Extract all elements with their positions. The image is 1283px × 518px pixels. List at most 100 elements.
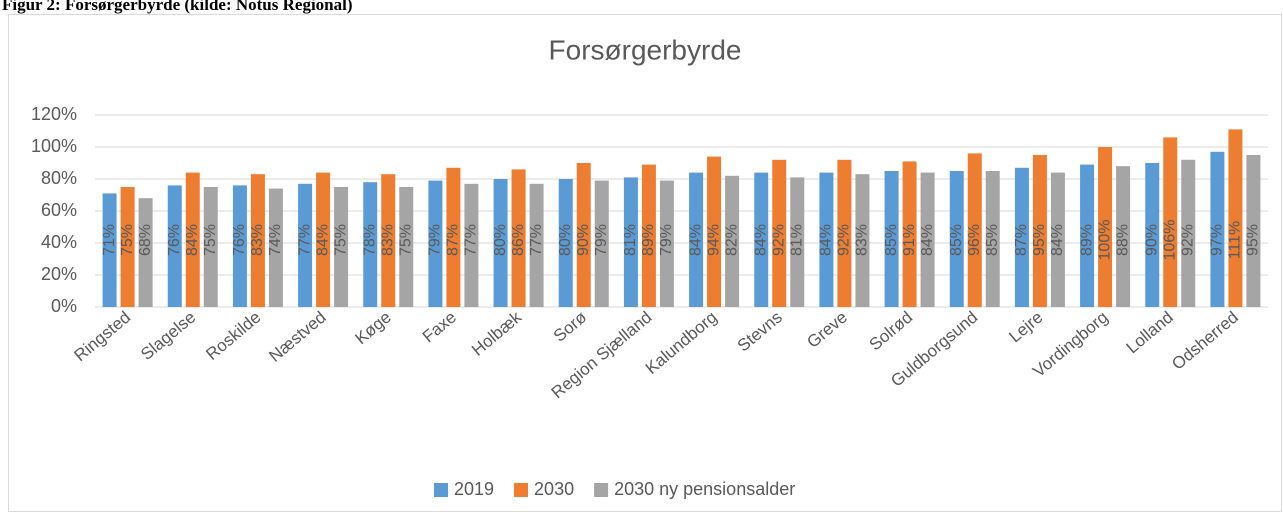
bar (167, 185, 182, 307)
data-label: 79% (658, 224, 675, 256)
bar (1246, 155, 1261, 307)
bar (1098, 147, 1113, 307)
data-label: 87% (1013, 224, 1030, 256)
bar (428, 180, 443, 307)
bar (120, 187, 135, 307)
bar (363, 182, 378, 307)
legend-label: 2030 ny pensionsalder (614, 479, 795, 499)
bar (102, 193, 117, 307)
bar (790, 177, 805, 307)
bar (949, 171, 964, 307)
bar (1228, 129, 1243, 307)
bar (1032, 155, 1047, 307)
y-tick-label: 0% (51, 296, 77, 316)
data-label: 75% (202, 224, 219, 256)
data-label: 77% (528, 224, 545, 256)
y-tick-label: 40% (41, 232, 77, 252)
bar (1163, 137, 1178, 307)
data-label: 81% (788, 224, 805, 256)
bar (754, 172, 769, 307)
chart-title: Forsørgerbyrde (549, 34, 742, 65)
data-label: 106% (1161, 220, 1178, 261)
bar (1116, 166, 1131, 307)
bar (232, 185, 247, 307)
data-label: 95% (1031, 224, 1048, 256)
data-label: 84% (1049, 224, 1066, 256)
data-label: 79% (593, 224, 610, 256)
bar (884, 171, 899, 307)
data-label: 75% (332, 224, 349, 256)
data-label: 90% (1143, 224, 1160, 256)
data-label: 97% (1209, 224, 1226, 256)
data-label: 88% (1114, 224, 1131, 256)
legend-swatch (594, 483, 609, 497)
y-tick-label: 20% (41, 264, 77, 284)
data-label: 75% (397, 224, 414, 256)
bar (464, 183, 479, 307)
bar (529, 183, 544, 307)
data-label: 82% (723, 224, 740, 256)
bar (558, 179, 573, 307)
data-label: 85% (984, 224, 1001, 256)
data-label: 68% (137, 224, 154, 256)
bar (920, 172, 935, 307)
y-tick-label: 60% (41, 200, 77, 220)
bar (1145, 163, 1160, 307)
data-label: 80% (557, 224, 574, 256)
legend-label: 2030 (534, 479, 574, 499)
data-label: 83% (854, 224, 871, 256)
data-label: 86% (510, 224, 527, 256)
bar (855, 174, 870, 307)
bar (316, 172, 331, 307)
bar (985, 171, 1000, 307)
data-label: 84% (752, 224, 769, 256)
data-label: 96% (966, 224, 983, 256)
data-label: 75% (119, 224, 136, 256)
bar (1014, 167, 1029, 307)
data-label: 79% (427, 224, 444, 256)
data-label: 83% (379, 224, 396, 256)
data-label: 76% (231, 224, 248, 256)
bar (641, 164, 656, 307)
data-label: 71% (101, 224, 118, 256)
data-label: 80% (492, 224, 509, 256)
bar (594, 180, 609, 307)
data-label: 89% (640, 224, 657, 256)
data-label: 95% (1245, 224, 1262, 256)
y-tick-label: 120% (31, 104, 77, 124)
bar (772, 159, 787, 307)
data-label: 87% (445, 224, 462, 256)
bar (1080, 164, 1095, 307)
bar (250, 174, 265, 307)
data-label: 84% (818, 224, 835, 256)
data-label: 81% (622, 224, 639, 256)
data-label: 85% (948, 224, 965, 256)
data-label: 78% (361, 224, 378, 256)
y-tick-label: 100% (31, 136, 77, 156)
bar (511, 169, 526, 307)
data-label: 89% (1078, 224, 1095, 256)
bar (725, 175, 740, 307)
bar (1210, 151, 1225, 307)
bar (138, 198, 153, 307)
bar (623, 177, 638, 307)
bar (298, 183, 313, 307)
data-label: 90% (575, 224, 592, 256)
data-label: 92% (836, 224, 853, 256)
data-label: 76% (166, 224, 183, 256)
bar (334, 187, 349, 307)
bar (399, 187, 414, 307)
bar (576, 163, 591, 307)
bar (185, 172, 200, 307)
data-label: 84% (314, 224, 331, 256)
data-label: 85% (883, 224, 900, 256)
legend-label: 2019 (454, 479, 494, 499)
bar (493, 179, 508, 307)
data-label: 77% (463, 224, 480, 256)
bar (268, 188, 283, 307)
figure-heading: Figur 2: Forsørgerbyrde (kilde: Notus Re… (2, 0, 353, 14)
bar (689, 172, 704, 307)
y-tick-label: 80% (41, 168, 77, 188)
legend-swatch (514, 483, 529, 497)
bar (707, 156, 722, 307)
